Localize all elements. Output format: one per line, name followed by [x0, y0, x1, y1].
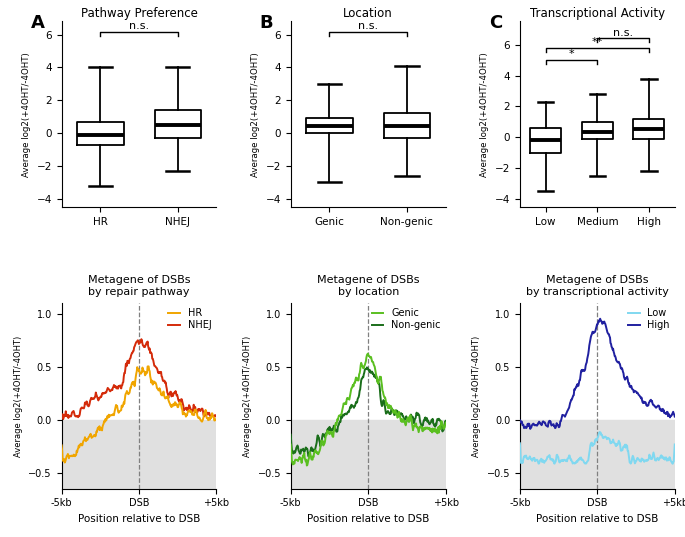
High: [608, 346, 616, 353]
Legend: Genic, Non-genic: Genic, Non-genic: [372, 308, 440, 330]
HR: [212, 416, 221, 423]
Low: [516, 449, 525, 455]
High: [516, 417, 524, 424]
Y-axis label: Average log2(+4OHT/-4OHT): Average log2(+4OHT/-4OHT): [22, 52, 31, 177]
High: [516, 418, 525, 425]
Bar: [62, 420, 216, 489]
High: [526, 426, 534, 432]
Non-genic: [380, 398, 388, 404]
Text: **: **: [592, 37, 603, 47]
Title: Location: Location: [343, 8, 393, 20]
Text: A: A: [31, 14, 45, 32]
High: [657, 408, 665, 414]
X-axis label: Position relative to DSB: Position relative to DSB: [78, 514, 200, 524]
X-axis label: Position relative to DSB: Position relative to DSB: [307, 514, 429, 524]
Title: Metagene of DSBs
by repair pathway: Metagene of DSBs by repair pathway: [88, 275, 190, 297]
NHEJ: [58, 413, 66, 419]
Genic: [428, 429, 436, 436]
Y-axis label: Average log2(+4OHT/-4OHT): Average log2(+4OHT/-4OHT): [472, 335, 481, 456]
NHEJ: [150, 362, 158, 369]
HR: [58, 442, 66, 448]
HR: [153, 386, 162, 392]
Y-axis label: Average log2(+4OHT/-4OHT): Average log2(+4OHT/-4OHT): [251, 52, 260, 177]
High: [647, 398, 656, 404]
Non-genic: [287, 440, 295, 446]
High: [671, 413, 679, 420]
Non-genic: [442, 418, 450, 424]
Text: *: *: [569, 49, 574, 59]
Title: Metagene of DSBs
by location: Metagene of DSBs by location: [317, 275, 419, 297]
Line: High: High: [520, 319, 675, 429]
Legend: HR, NHEJ: HR, NHEJ: [169, 308, 212, 330]
Non-genic: [382, 410, 390, 416]
Low: [608, 438, 616, 444]
Non-genic: [418, 422, 426, 429]
Low: [611, 440, 619, 447]
Non-genic: [379, 397, 388, 403]
Genic: [442, 419, 450, 426]
HR: [189, 411, 197, 418]
Genic: [286, 441, 295, 448]
Non-genic: [304, 453, 312, 460]
Low: [516, 440, 524, 446]
Non-genic: [363, 364, 371, 371]
HR: [151, 380, 159, 386]
Low: [669, 461, 677, 467]
Text: n.s.: n.s.: [613, 28, 633, 38]
NHEJ: [153, 367, 162, 373]
Legend: Low, High: Low, High: [628, 308, 670, 330]
NHEJ: [212, 413, 221, 420]
X-axis label: Position relative to DSB: Position relative to DSB: [536, 514, 658, 524]
HR: [199, 416, 207, 423]
High: [612, 354, 620, 361]
Genic: [303, 462, 311, 469]
Non-genic: [428, 418, 436, 424]
Genic: [287, 448, 295, 455]
NHEJ: [58, 413, 66, 419]
Title: Metagene of DSBs
by transcriptional activity: Metagene of DSBs by transcriptional acti…: [526, 275, 669, 297]
Y-axis label: Average log2(+4OHT/-4OHT): Average log2(+4OHT/-4OHT): [480, 52, 489, 177]
High: [609, 345, 617, 352]
Text: B: B: [260, 14, 273, 32]
Line: HR: HR: [62, 366, 216, 462]
HR: [61, 459, 69, 466]
Non-genic: [286, 431, 295, 438]
Y-axis label: Average log2(+4OHT/-4OHT): Average log2(+4OHT/-4OHT): [243, 335, 252, 456]
Bar: [290, 420, 446, 489]
NHEJ: [189, 405, 197, 412]
Low: [657, 453, 665, 459]
Text: n.s.: n.s.: [129, 21, 149, 31]
Line: Non-genic: Non-genic: [290, 367, 446, 456]
Genic: [379, 391, 388, 398]
Line: Low: Low: [520, 432, 675, 464]
HR: [145, 363, 153, 369]
Genic: [418, 427, 426, 434]
Low: [608, 439, 616, 445]
Bar: [520, 420, 675, 489]
NHEJ: [151, 363, 159, 369]
Low: [671, 441, 679, 448]
Genic: [380, 393, 388, 400]
Low: [595, 429, 603, 436]
NHEJ: [199, 408, 207, 415]
HR: [58, 447, 66, 454]
HR: [150, 379, 158, 386]
Low: [647, 456, 655, 462]
Genic: [364, 351, 372, 357]
Line: Genic: Genic: [290, 354, 446, 466]
NHEJ: [59, 416, 67, 423]
Y-axis label: Average log2(+4OHT/-4OHT): Average log2(+4OHT/-4OHT): [14, 335, 23, 456]
NHEJ: [137, 336, 145, 343]
Genic: [382, 402, 390, 408]
Title: Pathway Preference: Pathway Preference: [81, 8, 197, 20]
Title: Transcriptional Activity: Transcriptional Activity: [530, 8, 665, 20]
Line: NHEJ: NHEJ: [62, 339, 216, 419]
Text: C: C: [489, 14, 502, 32]
Text: n.s.: n.s.: [358, 21, 378, 31]
High: [596, 316, 604, 322]
